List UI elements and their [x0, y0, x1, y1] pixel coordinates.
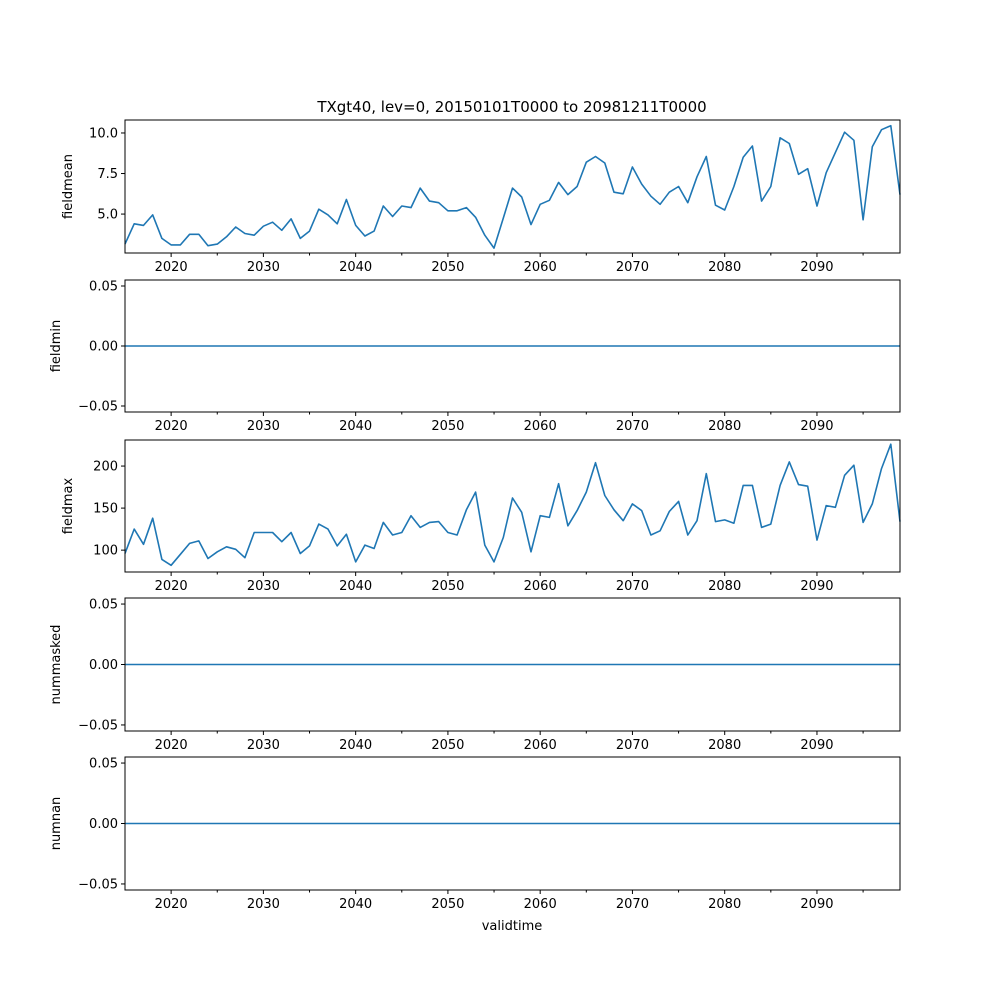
- x-tick-label: 2060: [524, 579, 557, 594]
- x-tick-label: 2080: [708, 419, 741, 434]
- chart-title: TXgt40, lev=0, 20150101T0000 to 20981211…: [316, 98, 706, 116]
- y-tick-label: 0.00: [89, 340, 118, 355]
- y-axis-label: fieldmin: [49, 320, 64, 373]
- y-axis-label: nummasked: [49, 625, 64, 705]
- x-tick-label: 2050: [431, 419, 464, 434]
- x-tick-label: 2070: [616, 579, 649, 594]
- x-tick-label: 2090: [800, 897, 833, 912]
- y-tick-label: 0.05: [89, 598, 118, 613]
- x-tick-label: 2050: [431, 738, 464, 753]
- x-tick-label: 2090: [800, 419, 833, 434]
- y-axis-label: numnan: [49, 797, 64, 851]
- x-tick-label: 2050: [431, 260, 464, 275]
- x-tick-label: 2050: [431, 897, 464, 912]
- y-tick-label: −0.05: [78, 400, 118, 415]
- y-tick-label: −0.05: [78, 877, 118, 892]
- x-tick-label: 2020: [155, 897, 188, 912]
- x-tick-label: 2040: [339, 579, 372, 594]
- y-axis-label: fieldmean: [61, 154, 76, 219]
- x-tick-label: 2060: [524, 738, 557, 753]
- y-tick-label: 10.0: [89, 126, 118, 141]
- x-tick-label: 2040: [339, 419, 372, 434]
- panel-nummasked: −0.05 0.00 0.05 2020 2030 2040 2050 2060 2070 208…: [49, 598, 900, 753]
- y-tick-label: 0.00: [89, 658, 118, 673]
- x-tick-label: 2080: [708, 897, 741, 912]
- y-tick-label: −0.05: [78, 718, 118, 733]
- panel-fieldmean: 5.0 7.5 10.0 2020 2030 2040 2050 2060 2070 2080 20…: [61, 120, 900, 275]
- y-tick-label: 100: [93, 544, 118, 559]
- x-tick-label: 2070: [616, 897, 649, 912]
- y-tick-label: 150: [93, 502, 118, 517]
- y-tick-label: 0.05: [89, 757, 118, 772]
- x-tick-label: 2050: [431, 579, 464, 594]
- x-tick-label: 2070: [616, 260, 649, 275]
- x-tick-label: 2040: [339, 260, 372, 275]
- x-tick-label: 2080: [708, 260, 741, 275]
- x-tick-label: 2020: [155, 419, 188, 434]
- panel-numnan: −0.05 0.00 0.05 2020 2030 2040 2050 2060 2070 208…: [49, 757, 900, 912]
- y-tick-label: 7.5: [97, 167, 118, 182]
- series-line-fieldmean: [125, 126, 900, 248]
- panel-fieldmin: −0.05 0.00 0.05 2020 2030 2040 2050 2060 2070 208…: [49, 280, 900, 435]
- x-tick-label: 2030: [247, 419, 280, 434]
- x-tick-label: 2060: [524, 419, 557, 434]
- x-axis-label: validtime: [482, 919, 543, 934]
- x-tick-label: 2090: [800, 579, 833, 594]
- x-tick-label: 2020: [155, 738, 188, 753]
- x-tick-label: 2030: [247, 579, 280, 594]
- x-tick-label: 2030: [247, 897, 280, 912]
- y-tick-label: 0.00: [89, 817, 118, 832]
- y-tick-label: 0.05: [89, 280, 118, 295]
- x-tick-label: 2060: [524, 260, 557, 275]
- y-tick-label: 200: [93, 460, 118, 475]
- y-axis-label: fieldmax: [61, 478, 76, 535]
- x-tick-label: 2020: [155, 260, 188, 275]
- series-line-fieldmax: [125, 444, 900, 565]
- x-tick-label: 2030: [247, 260, 280, 275]
- x-tick-label: 2070: [616, 738, 649, 753]
- x-tick-label: 2060: [524, 897, 557, 912]
- x-tick-label: 2030: [247, 738, 280, 753]
- y-tick-label: 5.0: [97, 208, 118, 223]
- x-tick-label: 2040: [339, 738, 372, 753]
- x-tick-label: 2080: [708, 738, 741, 753]
- x-tick-label: 2020: [155, 579, 188, 594]
- x-tick-label: 2040: [339, 897, 372, 912]
- panel-fieldmax: 100 150 200 2020 2030 2040 2050 2060 2070 2080 209…: [61, 440, 900, 594]
- x-tick-label: 2080: [708, 579, 741, 594]
- x-tick-label: 2090: [800, 738, 833, 753]
- x-tick-label: 2070: [616, 419, 649, 434]
- x-tick-label: 2090: [800, 260, 833, 275]
- axes-frame: [125, 440, 900, 572]
